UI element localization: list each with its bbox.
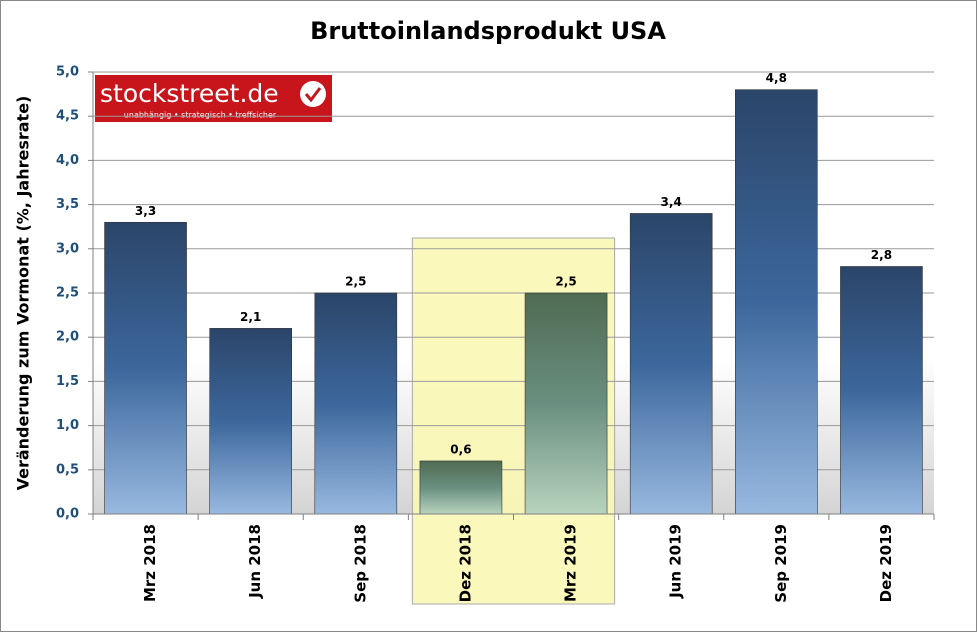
y-tick-label: 1,0 xyxy=(56,418,79,433)
x-tick-label: Mrz 2019 xyxy=(562,524,580,602)
logo-name: stockstreet.de xyxy=(100,79,279,108)
y-tick-label: 4,5 xyxy=(56,109,79,124)
y-tick-label: 4,0 xyxy=(56,153,79,168)
x-tick-label: Dez 2019 xyxy=(877,524,895,602)
y-tick-label: 5,0 xyxy=(56,65,79,80)
x-tick-label: Jun 2018 xyxy=(246,524,264,599)
chart-title: Bruttoinlandsprodukt USA xyxy=(310,17,666,45)
value-label: 3,3 xyxy=(135,204,156,218)
bar xyxy=(629,213,713,515)
logo-check-mark xyxy=(304,87,322,103)
bar xyxy=(735,89,818,515)
logo-check xyxy=(300,81,326,107)
bar xyxy=(314,292,398,515)
y-tick-label: 2,0 xyxy=(56,330,79,345)
bar xyxy=(840,266,923,515)
value-label: 2,5 xyxy=(345,275,366,289)
value-label: 3,4 xyxy=(661,195,682,209)
x-tick-label: Mrz 2018 xyxy=(141,524,159,602)
y-tick-label: 2,5 xyxy=(56,286,79,301)
y-tick-label: 0,0 xyxy=(56,507,79,522)
x-tick-label: Jun 2019 xyxy=(667,524,685,599)
x-tick-label: Dez 2018 xyxy=(456,524,474,602)
y-tick-label: 0,5 xyxy=(56,462,79,477)
logo-box xyxy=(95,75,332,122)
x-tick-label: Sep 2019 xyxy=(772,524,790,603)
value-label: 4,8 xyxy=(766,71,787,85)
value-label: 2,8 xyxy=(871,248,892,262)
logo-tagline: unabhängig • strategisch • treffsicher xyxy=(124,111,277,120)
bar xyxy=(209,328,292,515)
y-tick-label: 3,5 xyxy=(56,197,79,212)
x-tick-label: Sep 2018 xyxy=(351,524,369,603)
bar xyxy=(419,460,503,515)
value-label: 0,6 xyxy=(450,442,471,456)
y-tick-label: 3,0 xyxy=(56,241,79,256)
value-label: 2,1 xyxy=(240,310,261,324)
y-axis-label: Veränderung zum Vormonat (%, Jahresrate) xyxy=(14,96,33,491)
value-label: 2,5 xyxy=(555,275,576,289)
y-tick-label: 1,5 xyxy=(56,374,79,389)
bar xyxy=(524,292,608,515)
logo: stockstreet.de unabhängig • strategisch … xyxy=(95,75,332,122)
bar xyxy=(104,221,187,515)
